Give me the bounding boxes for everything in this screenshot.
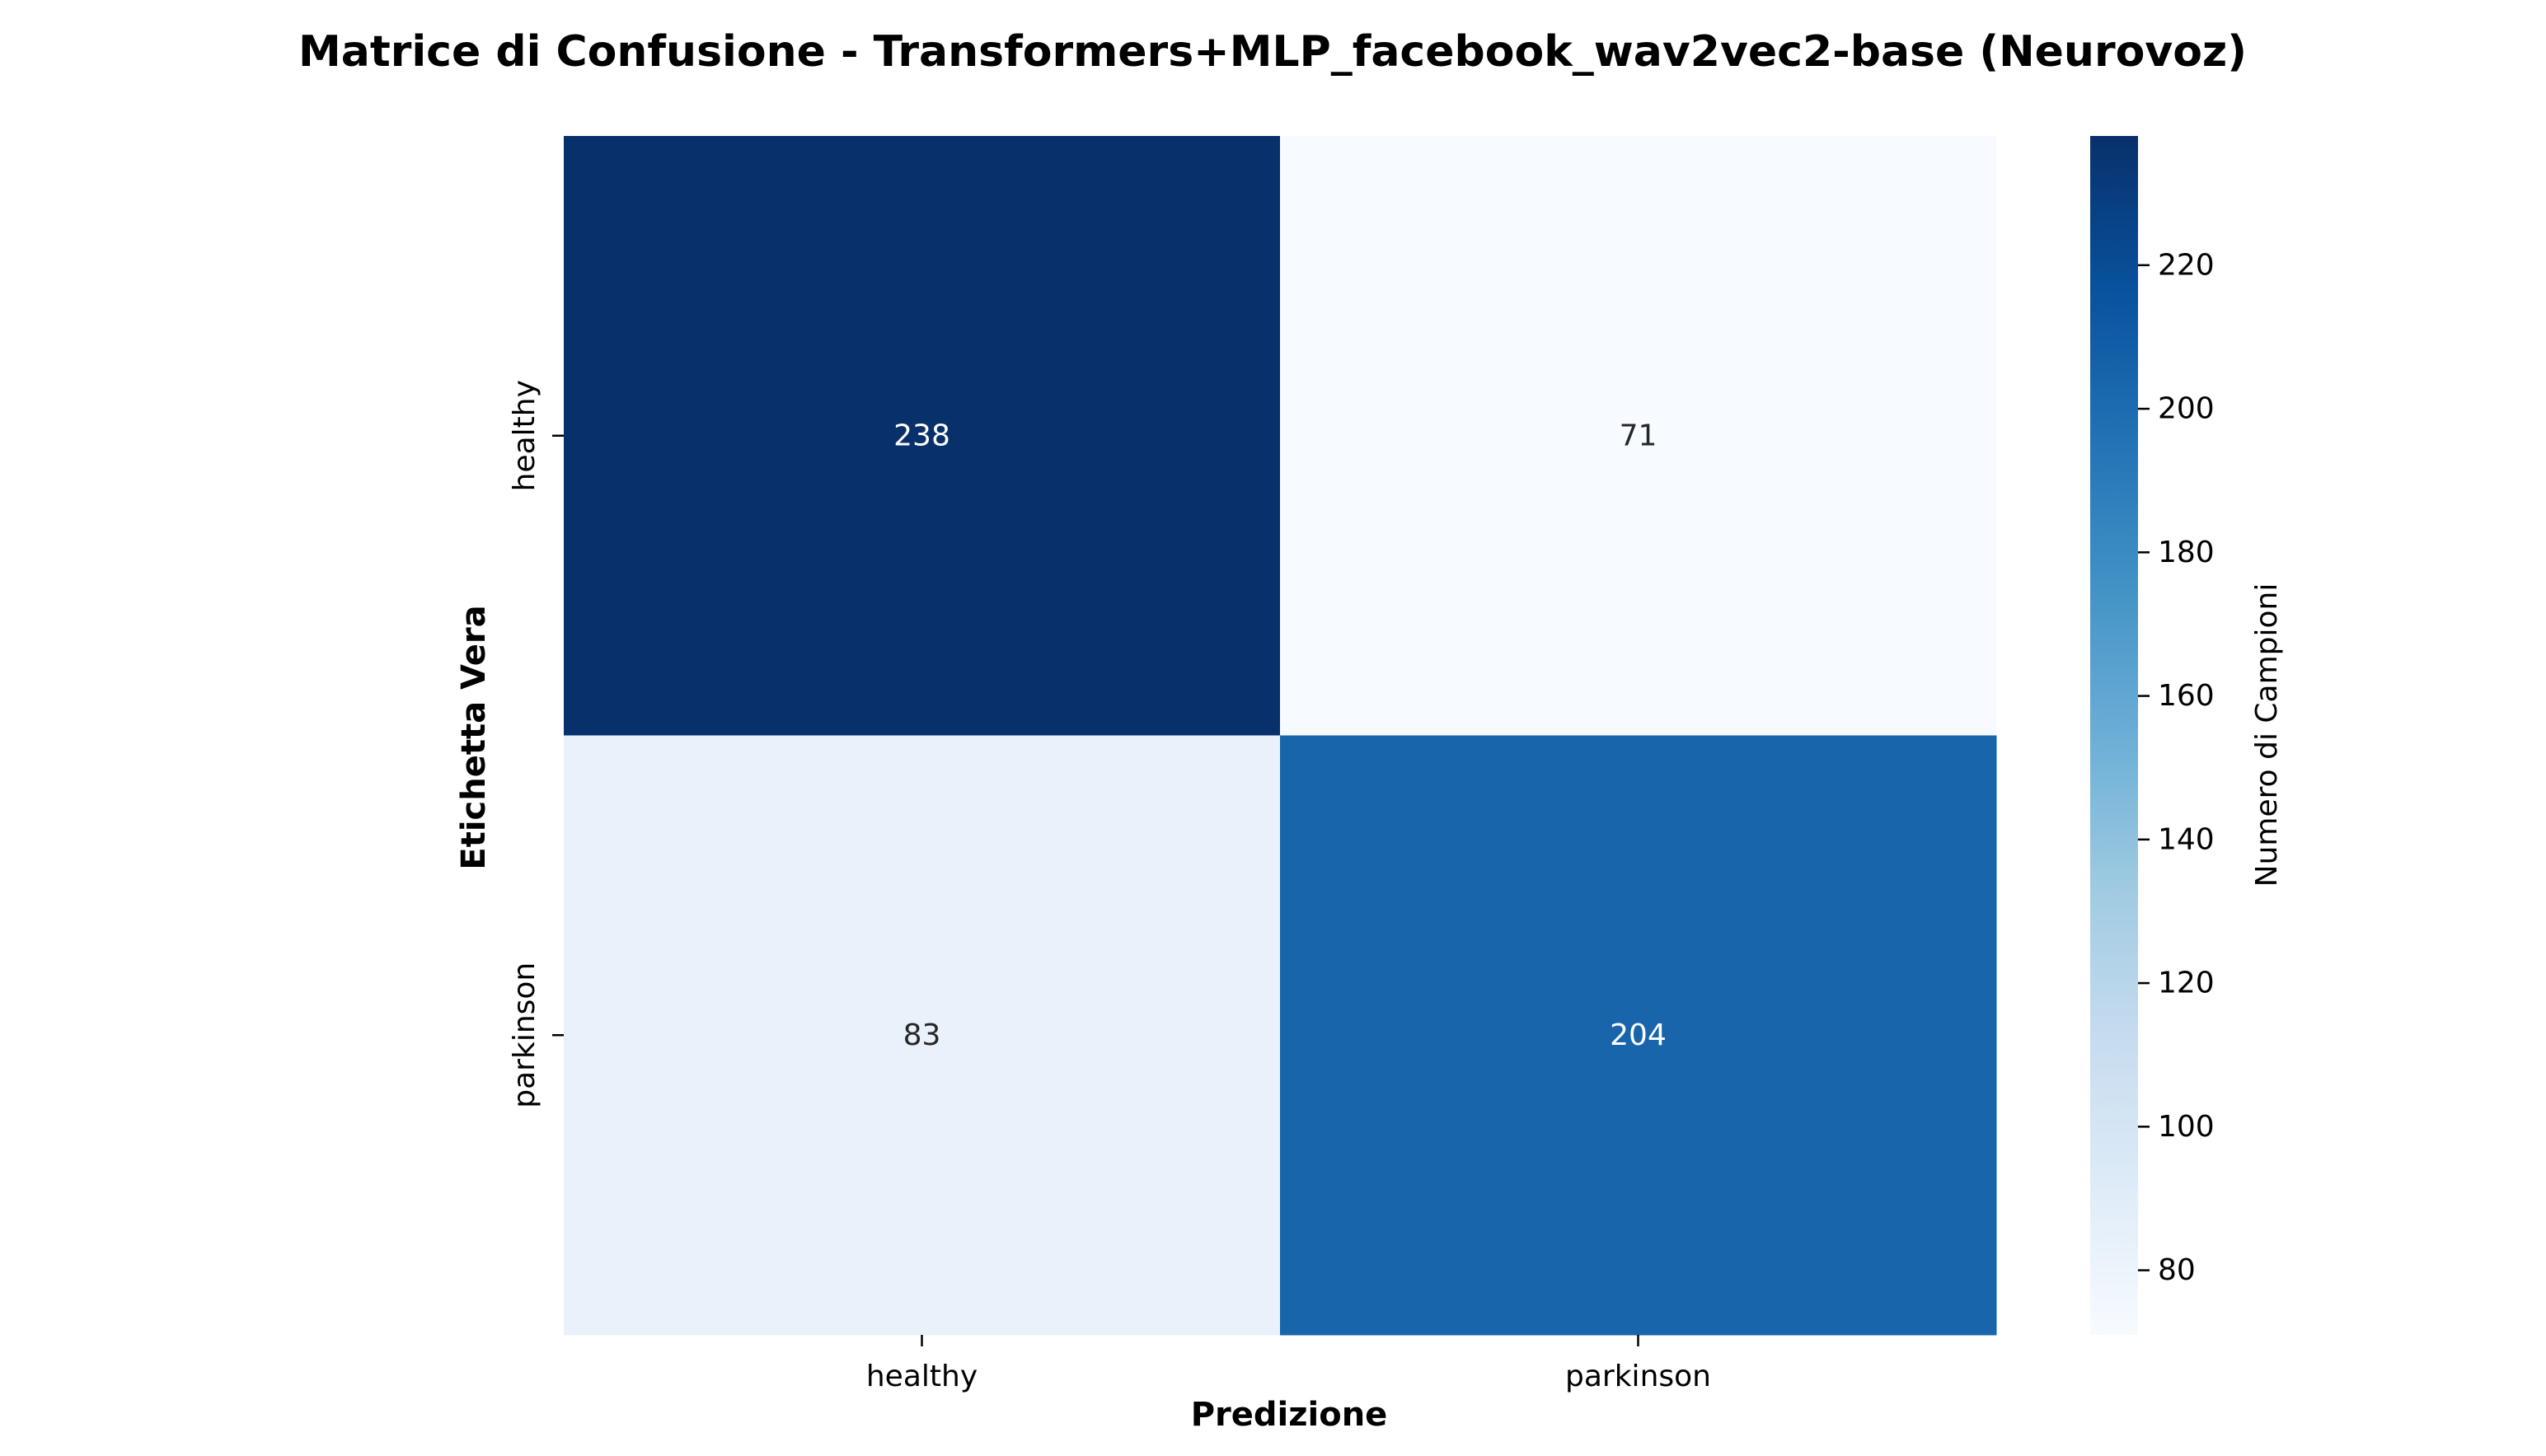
x-tick-label: healthy — [866, 1360, 978, 1393]
colorbar-tick-label: 200 — [2158, 392, 2215, 426]
y-tick-label: parkinson — [508, 962, 542, 1108]
colorbar-tick-label: 120 — [2158, 967, 2215, 1000]
x-axis-ticks: healthy parkinson — [866, 1335, 1711, 1393]
heatmap-cells: 238 71 83 204 — [564, 136, 1997, 1336]
chart-title: Matrice di Confusione - Transformers+MLP… — [298, 27, 2247, 77]
heatmap-cell — [1280, 735, 1997, 1336]
heatmap-cell — [1280, 136, 1997, 736]
colorbar-tick-label: 160 — [2158, 679, 2215, 713]
colorbar-tick-label: 220 — [2158, 248, 2215, 282]
cell-value-label: 83 — [903, 1018, 941, 1052]
colorbar-tick-label: 140 — [2158, 822, 2215, 856]
x-axis-label: Predizione — [1191, 1396, 1388, 1434]
colorbar — [2090, 136, 2138, 1335]
cell-value-label: 204 — [1610, 1018, 1667, 1052]
heatmap-cell — [564, 136, 1281, 736]
colorbar-label: Numero di Campioni — [2250, 583, 2284, 887]
colorbar-ticks: 80 100 120 140 160 180 200 220 — [2138, 248, 2215, 1287]
y-axis-ticks: healthy parkinson — [508, 380, 564, 1108]
colorbar-tick-label: 180 — [2158, 536, 2215, 569]
y-tick-label: healthy — [508, 380, 542, 491]
x-tick-label: parkinson — [1565, 1360, 1711, 1393]
heatmap-cell — [564, 735, 1281, 1336]
colorbar-tick-label: 80 — [2158, 1253, 2196, 1287]
colorbar-tick-label: 100 — [2158, 1110, 2215, 1144]
cell-value-label: 71 — [1620, 419, 1657, 452]
y-axis-label: Etichetta Vera — [455, 605, 493, 869]
cell-value-label: 238 — [893, 419, 950, 452]
